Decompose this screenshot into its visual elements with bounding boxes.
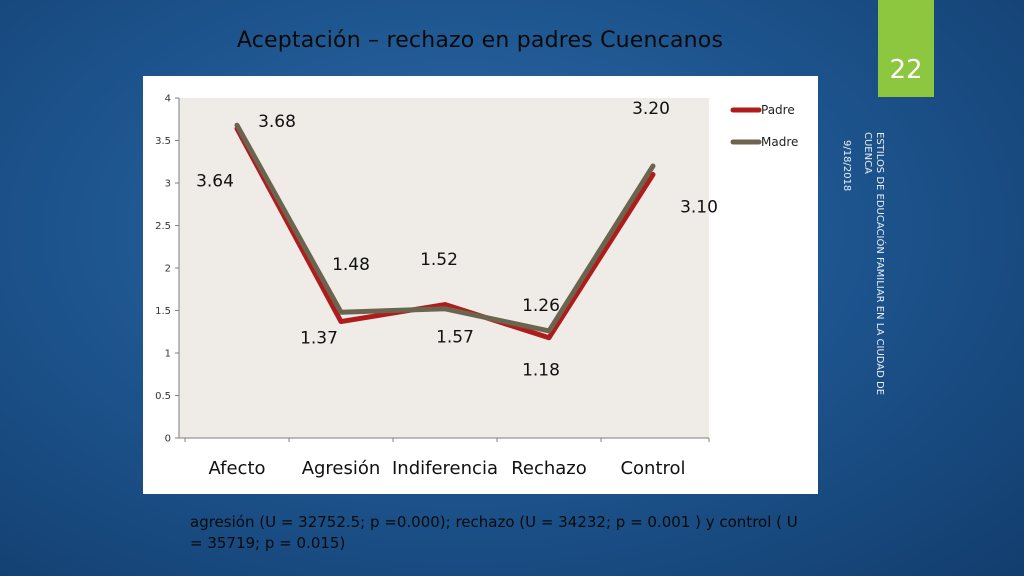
data-point-padre — [339, 320, 343, 324]
data-point-madre — [235, 123, 239, 127]
x-tick-label: Rechazo — [511, 458, 587, 479]
statistics-caption: agresión (U = 32752.5; p =0.000); rechaz… — [190, 513, 798, 552]
y-tick-label: 3.5 — [155, 136, 171, 147]
y-tick-label: 1.5 — [155, 306, 171, 317]
data-point-madre — [547, 329, 551, 333]
slide-date: 9/18/2018 — [841, 140, 852, 192]
data-point-padre — [651, 173, 655, 176]
legend-label-padre: Padre — [761, 103, 795, 117]
x-tick-label: Indiferencia — [392, 458, 498, 479]
data-label-padre: 1.57 — [436, 328, 474, 348]
x-tick-label: Control — [620, 458, 685, 479]
data-label-madre: 1.26 — [522, 296, 560, 316]
y-tick-label: 3 — [165, 179, 171, 190]
data-label-madre: 1.48 — [332, 255, 370, 275]
data-label-padre: 1.18 — [522, 361, 560, 381]
slide-footer: ESTILOS DE EDUCACIÓN FAMILIAR EN LA CIUD… — [862, 132, 885, 396]
slide-number: 22 — [889, 55, 923, 85]
x-tick-label: Afecto — [208, 458, 265, 479]
data-point-madre — [443, 307, 447, 311]
x-tick-label: Agresión — [302, 458, 381, 479]
slide-number-badge: 22 — [878, 0, 934, 97]
data-label-padre: 3.64 — [196, 172, 234, 192]
data-label-madre: 3.68 — [258, 112, 296, 132]
data-label-madre: 1.52 — [420, 250, 458, 270]
data-point-padre — [443, 303, 447, 307]
data-point-madre — [339, 310, 343, 314]
legend-label-madre: Madre — [761, 135, 798, 149]
y-tick-label: 4 — [165, 94, 171, 105]
slide-title: Aceptación – rechazo en padres Cuencanos — [236, 28, 724, 53]
data-label-padre: 1.37 — [300, 329, 338, 349]
data-point-padre — [547, 336, 551, 340]
y-tick-label: 0 — [165, 434, 171, 445]
y-tick-label: 2.5 — [155, 221, 171, 232]
plot-area — [179, 98, 709, 438]
y-tick-label: 0.5 — [155, 391, 171, 402]
y-tick-label: 2 — [165, 264, 171, 275]
data-label-madre: 3.20 — [632, 99, 670, 119]
data-label-padre: 3.10 — [680, 198, 718, 218]
y-tick-label: 1 — [165, 349, 171, 360]
data-point-madre — [651, 164, 655, 168]
chart-panel: 0 0.5 1 1.5 2 2.5 3 3.5 4 Afecto Agresión Indiferen… — [143, 76, 818, 494]
